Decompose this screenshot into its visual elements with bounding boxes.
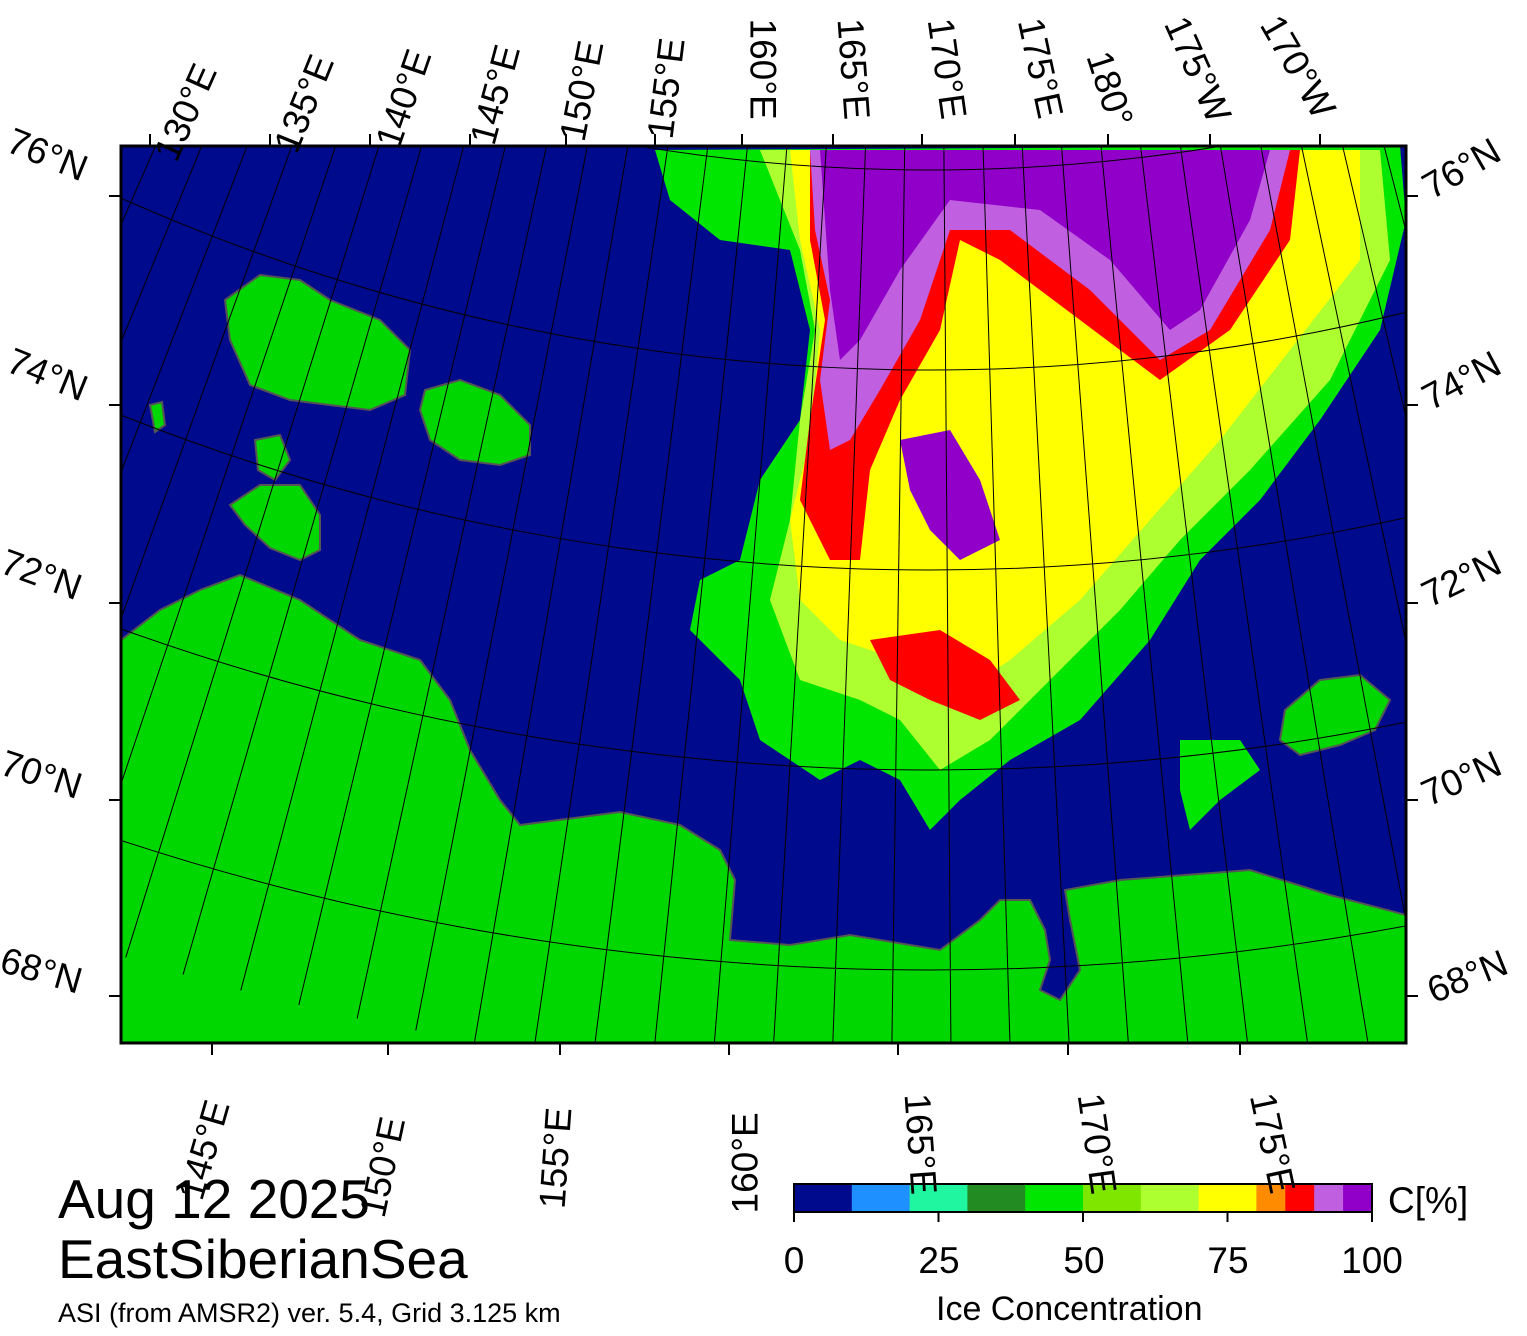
- colorbar-tick-label: 0: [783, 1240, 805, 1281]
- new-siberia-island: [418, 378, 531, 467]
- colorbar-tick-label: 50: [1063, 1240, 1105, 1281]
- longitude-line: [415, 146, 588, 1031]
- longitude-line: [125, 146, 380, 958]
- longitude-line: [654, 146, 749, 1043]
- colorbar-bin: [1285, 1184, 1315, 1212]
- colorbar-bin: [1083, 1184, 1142, 1212]
- colorbar-bin: [1140, 1184, 1200, 1212]
- longitude-line: [1100, 146, 1189, 1043]
- colorbar-bin: [1198, 1184, 1257, 1212]
- colorbar-title: Ice Concentration: [936, 1290, 1203, 1328]
- colorbar-tick-label: 100: [1341, 1240, 1403, 1281]
- source-label: ASI (from AMSR2) ver. 5.4, Grid 3.125 km: [58, 1298, 561, 1328]
- bottom-lon-label: 160°E: [724, 1112, 766, 1214]
- longitude-line: [1061, 146, 1129, 1043]
- colorbar-bin: [1025, 1184, 1084, 1212]
- colorbar-bin: [851, 1184, 911, 1212]
- maly-lyakhovsky-island: [253, 433, 292, 482]
- colorbar-bin: [1314, 1184, 1344, 1212]
- graticule: [121, 0, 1527, 1043]
- colorbar-bin: [1256, 1184, 1286, 1212]
- region-label: EastSiberianSea: [58, 1228, 468, 1290]
- longitude-line: [594, 146, 709, 1043]
- longitude-line: [121, 146, 293, 620]
- longitude-line: [891, 146, 906, 1043]
- longitude-line: [121, 146, 248, 474]
- colorbar-tick-label: 75: [1207, 1240, 1249, 1281]
- longitude-line: [1179, 146, 1309, 1043]
- longitude-line: [1383, 146, 1406, 234]
- map-frame: [119, 144, 1408, 1045]
- longitude-line: [298, 146, 506, 1006]
- frame-ticks: [109, 134, 1418, 1055]
- colorbar-tick-label: 25: [918, 1240, 960, 1281]
- longitude-line: [773, 146, 827, 1043]
- longitude-line: [1342, 146, 1406, 420]
- mainland-siberia: [121, 573, 1406, 1043]
- longitude-line: [534, 146, 669, 1043]
- longitude-line: [1140, 146, 1249, 1043]
- sea-ice-field: [655, 146, 1406, 830]
- colorbar-bin: [794, 1184, 853, 1212]
- bottom-lon-label: 155°E: [531, 1106, 580, 1210]
- longitude-line: [982, 146, 1011, 1043]
- longitude-line: [474, 146, 629, 1042]
- colorbar: [793, 1183, 1373, 1222]
- bottom-lon-label: 165°E: [896, 1092, 945, 1196]
- longitude-line: [1260, 146, 1406, 924]
- colorbar-bin: [1343, 1184, 1373, 1212]
- date-label: Aug 12 2025: [58, 1168, 370, 1230]
- longitude-line: [356, 146, 548, 1019]
- colorbar-bin: [909, 1184, 968, 1212]
- longitude-line: [832, 146, 867, 1043]
- longitude-line: [1219, 146, 1369, 1043]
- longitude-line: [1497, 0, 1527, 925]
- longitude-line: [1021, 146, 1070, 1043]
- colorbar-unit-label: C[%]: [1388, 1180, 1469, 1221]
- longitude-line: [943, 146, 952, 1043]
- small-island: [148, 400, 167, 434]
- longitude-line: [1300, 146, 1406, 646]
- longitude-line: [182, 146, 423, 975]
- longitude-line: [713, 146, 788, 1043]
- wrangel-island: [1278, 673, 1392, 757]
- colorbar-bin: [967, 1184, 1026, 1212]
- top-lon-label: 165°E: [829, 17, 878, 121]
- longitude-line: [240, 146, 465, 991]
- top-lon-label: 160°E: [742, 18, 784, 120]
